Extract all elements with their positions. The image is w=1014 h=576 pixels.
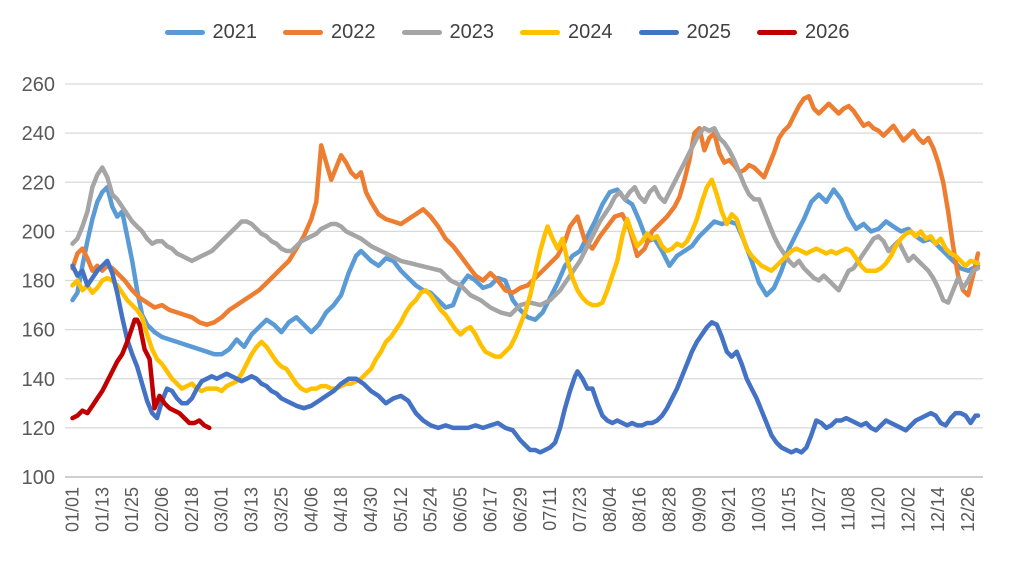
x-tick-label: 04/18 [331,487,351,532]
x-tick-label: 01/01 [62,487,82,532]
y-tick-label: 160 [22,320,55,342]
chart-legend: 2021 2022 2023 2024 2025 2026 [0,22,1014,42]
x-tick-label: 05/12 [391,487,411,532]
legend-item-2022: 2022 [283,22,376,42]
x-tick-label: 06/05 [451,487,471,532]
series-lines [70,94,981,455]
legend-label: 2022 [331,21,376,43]
legend-item-2023: 2023 [401,21,495,43]
y-tick-label: 200 [22,221,55,243]
legend-label: 2023 [449,21,495,43]
legend-swatch-2025 [638,29,679,35]
series-line-2026 [70,317,212,431]
series-line-2021 [70,184,981,357]
y-tick-label: 140 [22,369,55,391]
x-tick-label: 12/26 [958,487,978,532]
y-tick-label: 220 [22,172,55,194]
x-tick-label: 08/04 [600,487,620,532]
x-tick-label: 08/28 [660,487,680,532]
legend-item-2021: 2021 [164,21,258,43]
x-tick-label: 05/24 [421,487,441,532]
x-tick-label: 04/30 [361,487,381,532]
x-tick-label: 03/13 [242,487,262,532]
x-tick-label: 10/03 [749,487,769,532]
x-tick-label: 11/08 [839,487,859,531]
legend-swatch-2023 [401,29,442,35]
x-tick-label: 01/25 [122,487,142,532]
x-tick-label: 09/21 [719,487,739,532]
x-tick-label: 02/06 [152,487,172,532]
series-line-2024 [70,177,981,394]
x-tick-label: 09/09 [689,487,709,532]
y-tick-label: 180 [22,271,55,293]
x-tick-label: 03/25 [271,487,291,532]
legend-label: 2024 [568,21,613,43]
y-tick-label: 100 [22,467,55,489]
x-tick-label: 06/17 [480,487,500,532]
legend-item-2025: 2025 [638,21,732,43]
y-tick-label: 120 [22,418,55,440]
legend-item-2026: 2026 [757,22,850,42]
legend-swatch-2022 [283,29,323,35]
x-tick-label: 04/06 [301,487,321,532]
x-tick-label: 12/14 [928,487,948,532]
x-tick-label: 03/01 [212,487,232,532]
legend-label: 2026 [805,21,850,43]
y-axis-labels: 100 120 140 160 180 200 220 240 260 [22,74,55,489]
legend-swatch-2026 [757,29,797,35]
x-tick-label: 07/23 [570,487,590,532]
x-tick-label: 08/16 [630,487,650,532]
x-tick-label: 06/29 [510,487,530,532]
series-line-2025 [70,258,981,455]
x-tick-label: 02/18 [182,487,202,532]
series-line-2023 [70,125,981,318]
x-tick-label: 07/11 [540,487,560,531]
x-tick-label: 11/20 [869,487,889,531]
legend-label: 2025 [686,21,732,43]
x-tick-label: 10/15 [779,487,799,532]
y-tick-label: 260 [22,74,55,96]
legend-swatch-2021 [164,29,205,35]
x-tick-label: 10/27 [809,487,829,532]
legend-swatch-2024 [520,29,560,35]
legend-item-2024: 2024 [520,22,613,42]
legend-label: 2021 [212,21,258,43]
x-axis-labels: 01/01 01/13 01/25 02/06 02/18 03/01 03/13 03/25… [62,487,978,532]
x-tick-label: 12/02 [898,487,918,532]
x-tick-label: 01/13 [92,487,112,532]
series-line-2022 [70,94,981,327]
y-tick-label: 240 [22,123,55,145]
